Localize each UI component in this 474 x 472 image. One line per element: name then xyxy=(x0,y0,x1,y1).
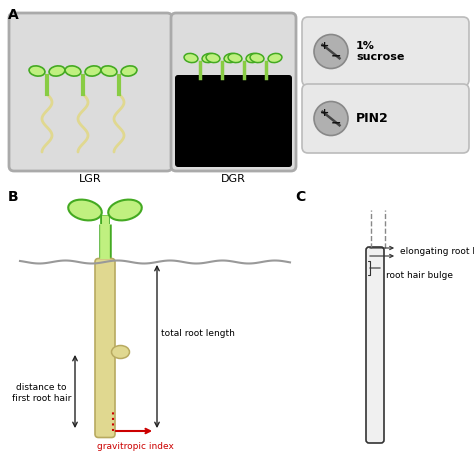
Text: root hair bulge: root hair bulge xyxy=(386,271,453,280)
FancyBboxPatch shape xyxy=(366,247,384,443)
Text: −: − xyxy=(331,117,341,130)
Ellipse shape xyxy=(68,200,102,220)
Text: LGR: LGR xyxy=(79,174,102,184)
Circle shape xyxy=(314,34,348,68)
Text: DGR: DGR xyxy=(221,174,246,184)
Text: distance to
first root hair: distance to first root hair xyxy=(12,383,71,403)
Text: −: − xyxy=(331,50,341,63)
Text: total root length: total root length xyxy=(161,329,235,337)
Ellipse shape xyxy=(206,53,220,63)
Text: gravitropic index: gravitropic index xyxy=(97,442,173,451)
Text: elongating root hair: elongating root hair xyxy=(400,247,474,256)
Ellipse shape xyxy=(224,53,238,63)
Circle shape xyxy=(314,101,348,135)
Text: +: + xyxy=(320,42,329,51)
Ellipse shape xyxy=(65,66,81,76)
Ellipse shape xyxy=(121,66,137,76)
Text: 1%
sucrose: 1% sucrose xyxy=(356,41,404,62)
Ellipse shape xyxy=(184,53,198,63)
FancyBboxPatch shape xyxy=(302,17,469,86)
Text: B: B xyxy=(8,190,18,204)
Ellipse shape xyxy=(29,66,45,76)
Ellipse shape xyxy=(268,53,282,63)
Text: +: + xyxy=(320,109,329,118)
Ellipse shape xyxy=(85,66,101,76)
FancyBboxPatch shape xyxy=(302,84,469,153)
FancyBboxPatch shape xyxy=(9,13,172,171)
Ellipse shape xyxy=(49,66,65,76)
Ellipse shape xyxy=(111,346,129,359)
FancyBboxPatch shape xyxy=(175,75,292,167)
Ellipse shape xyxy=(246,53,260,63)
Ellipse shape xyxy=(101,66,117,76)
Text: PIN2: PIN2 xyxy=(356,112,389,125)
Ellipse shape xyxy=(202,53,216,63)
FancyBboxPatch shape xyxy=(171,13,296,171)
Text: A: A xyxy=(8,8,19,22)
Ellipse shape xyxy=(228,53,242,63)
Ellipse shape xyxy=(250,53,264,63)
Ellipse shape xyxy=(108,200,142,220)
Text: C: C xyxy=(295,190,305,204)
FancyBboxPatch shape xyxy=(95,259,115,438)
